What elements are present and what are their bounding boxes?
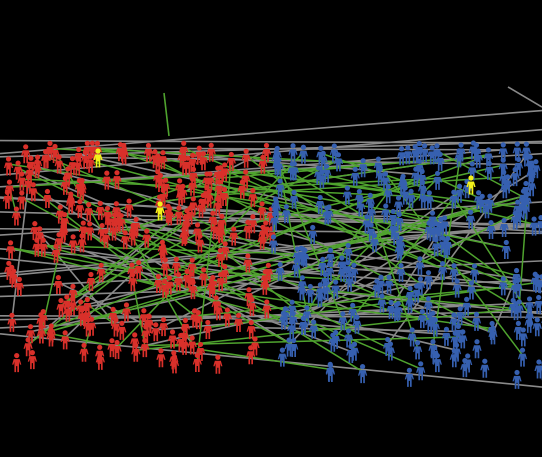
green-edge [92,147,188,164]
green-edge [192,183,507,249]
gray-edge [0,279,542,298]
gray-edge [11,182,30,321]
gray-edge [0,128,542,176]
green-edge [200,348,331,371]
gray-edge [0,139,542,144]
green-edge [66,159,339,303]
green-edge [163,92,170,137]
green-edge [224,169,389,193]
green-edge [10,247,133,271]
green-edge [115,208,193,344]
green-edge [10,247,284,319]
green-edge [245,155,421,285]
green-edge [60,193,225,307]
gray-edge [306,172,532,314]
green-edge [224,169,443,270]
green-edge [157,160,494,334]
gray-edge [507,86,542,108]
gray-edge [64,266,140,339]
green-edge [21,197,295,347]
gray-edge [39,233,117,326]
green-edge [436,150,528,200]
gray-edge [0,109,542,155]
